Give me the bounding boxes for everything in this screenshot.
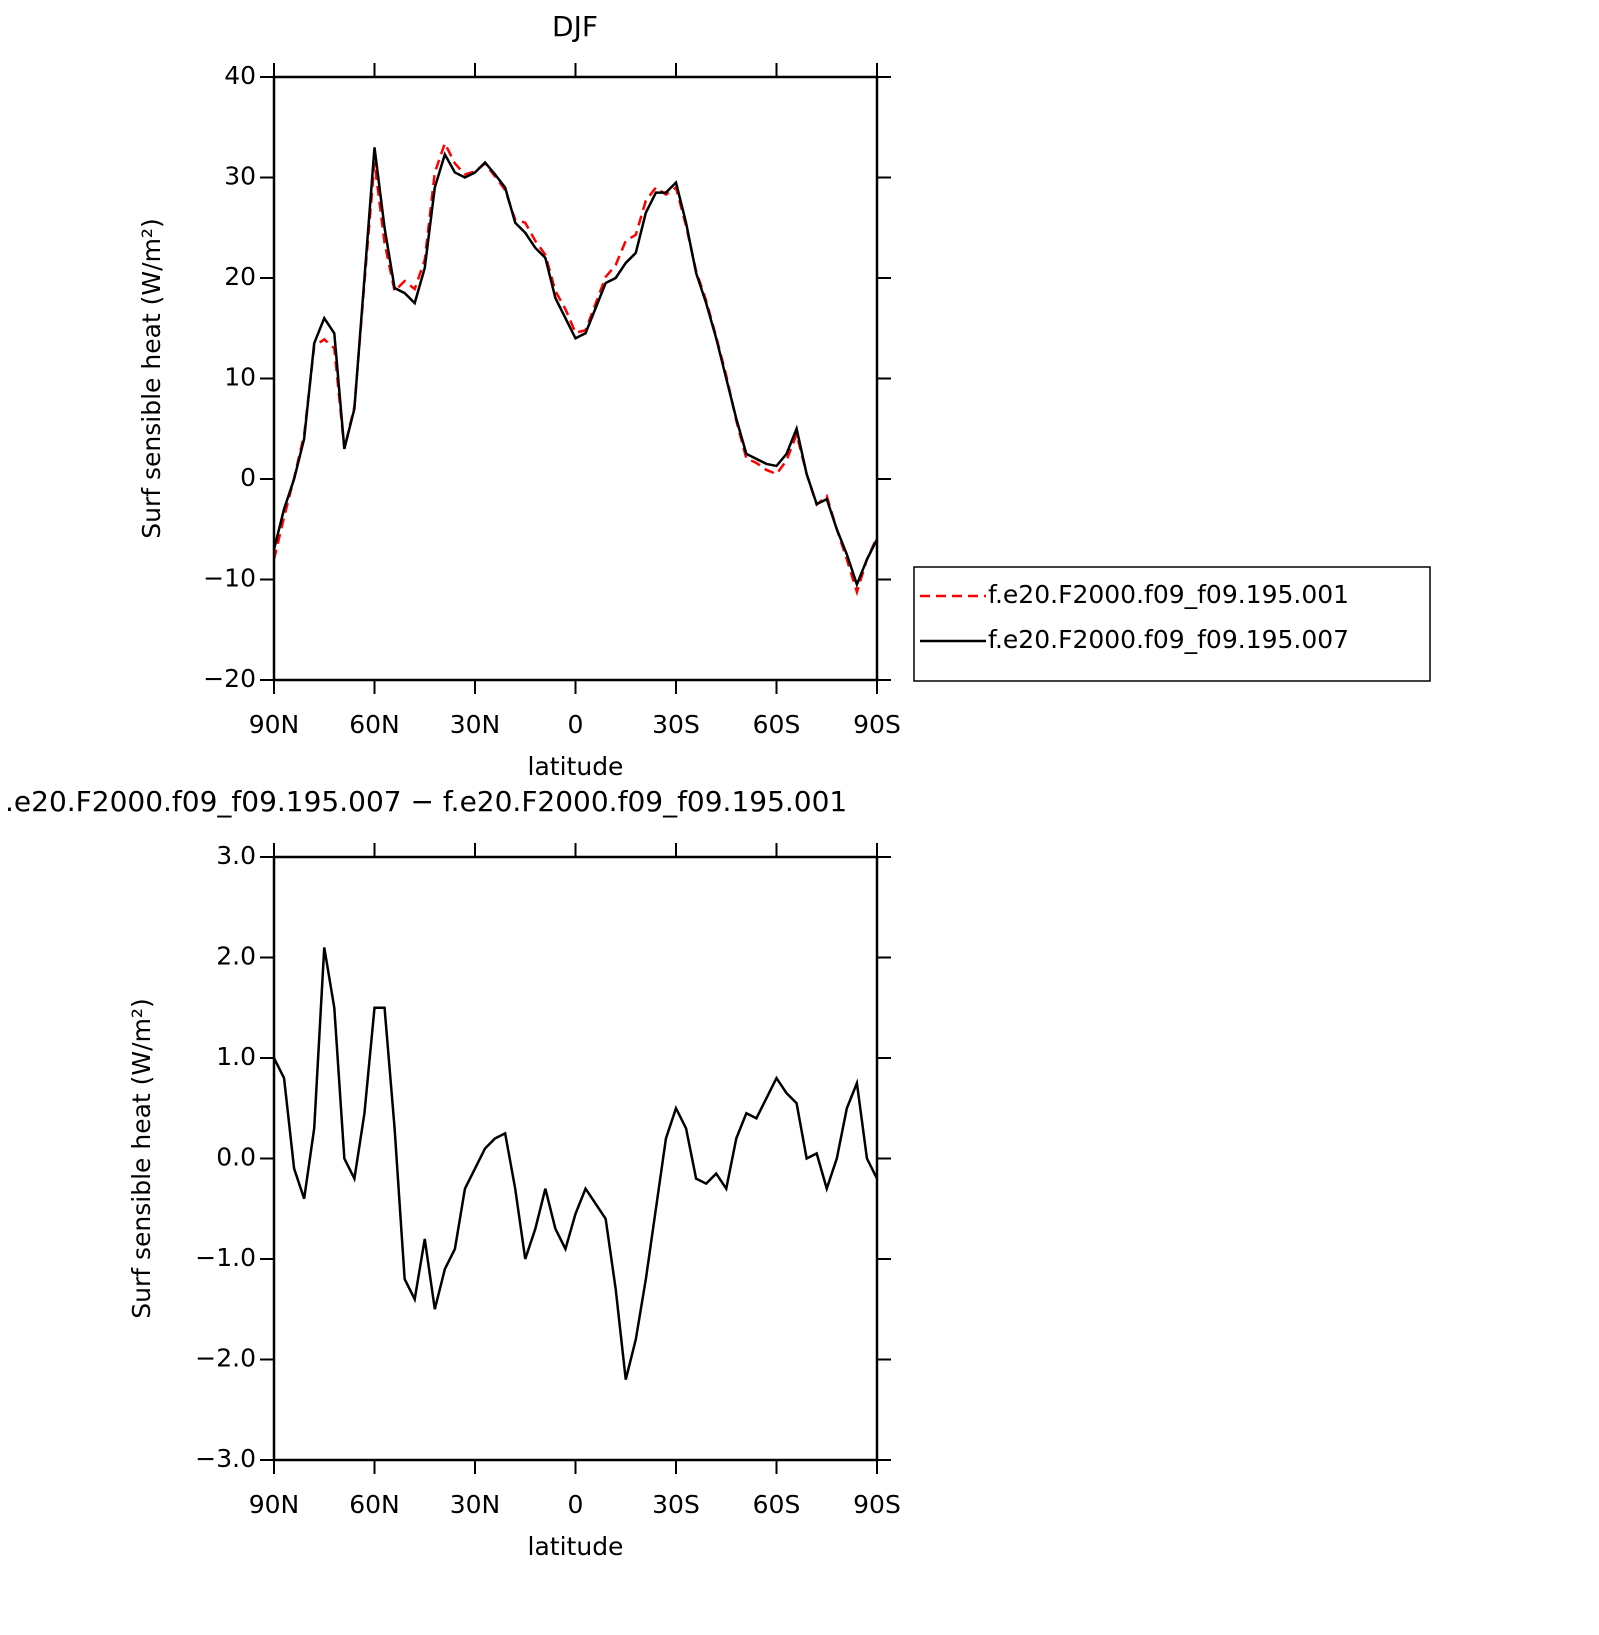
x-tick-label: 0: [568, 1490, 584, 1519]
plot-frame: [272, 855, 879, 1462]
x-tick-label: 60S: [753, 710, 801, 739]
y-tick-label: 0: [240, 463, 256, 492]
y-tick-label: 2.0: [216, 942, 256, 971]
legend-label: f.e20.F2000.f09_f09.195.007: [988, 625, 1349, 654]
x-tick-label: 60N: [349, 1490, 400, 1519]
x-tick-label: 90S: [853, 1490, 901, 1519]
legend-box: [913, 566, 1431, 682]
x-tick-label: 90S: [853, 710, 901, 739]
chart-title: .e20.F2000.f09_f09.195.007 − f.e20.F2000…: [5, 785, 847, 818]
plot-frame: [272, 75, 879, 682]
data-line: [272, 947, 879, 1380]
x-tick-label: 90N: [249, 1490, 300, 1519]
y-axis-label: Surf sensible heat (W/m²): [127, 998, 156, 1318]
chart-title: DJF: [552, 10, 598, 43]
x-tick-label: 0: [568, 710, 584, 739]
y-tick-label: −10: [203, 564, 256, 593]
y-tick-label: 20: [224, 262, 256, 291]
data-line: [272, 147, 879, 589]
y-tick-label: −2.0: [195, 1344, 256, 1373]
y-tick-label: 40: [224, 61, 256, 90]
legend-label: f.e20.F2000.f09_f09.195.001: [988, 580, 1349, 609]
data-line: [272, 140, 879, 597]
y-tick-label: −1.0: [195, 1243, 256, 1272]
y-tick-label: 10: [224, 363, 256, 392]
y-axis-label: Surf sensible heat (W/m²): [137, 218, 166, 538]
x-tick-label: 60S: [753, 1490, 801, 1519]
x-tick-label: 60N: [349, 710, 400, 739]
x-tick-label: 90N: [249, 710, 300, 739]
x-tick-label: 30N: [450, 1490, 501, 1519]
y-tick-label: −3.0: [195, 1444, 256, 1473]
y-tick-label: 30: [224, 162, 256, 191]
y-tick-label: −20: [203, 664, 256, 693]
y-tick-label: 1.0: [216, 1042, 256, 1071]
y-tick-label: 0.0: [216, 1143, 256, 1172]
x-tick-label: 30S: [652, 710, 700, 739]
y-tick-label: 3.0: [216, 841, 256, 870]
x-axis-label: latitude: [528, 752, 624, 781]
x-tick-label: 30N: [450, 710, 501, 739]
x-axis-label: latitude: [528, 1532, 624, 1561]
x-tick-label: 30S: [652, 1490, 700, 1519]
